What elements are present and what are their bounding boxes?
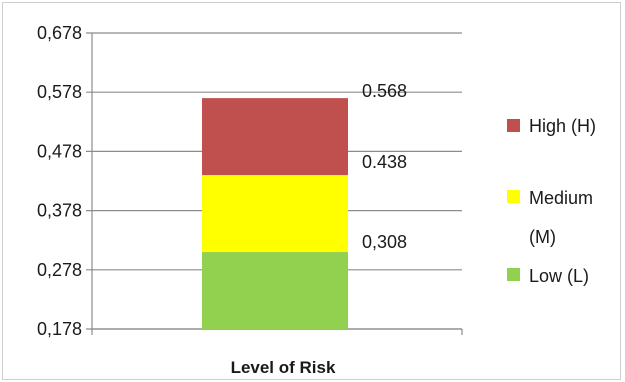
- bar-segment-medium-m: [202, 175, 348, 253]
- y-tick-label: 0,478: [37, 141, 82, 161]
- data-label: 0,308: [362, 232, 407, 252]
- data-label: 0.438: [362, 152, 407, 172]
- bar-segment-low-l: [202, 252, 348, 329]
- legend-label: Low (L): [529, 266, 589, 286]
- bar-segment-high-h: [202, 98, 348, 176]
- legend-label: Medium: [529, 188, 593, 208]
- x-axis-label: Level of Risk: [231, 358, 336, 377]
- legend-label: (M): [529, 227, 556, 247]
- y-tick-label: 0,678: [37, 23, 82, 43]
- legend-swatch: [507, 119, 520, 132]
- y-tick-label: 0,578: [37, 82, 82, 102]
- legend-swatch: [507, 190, 520, 203]
- y-tick-label: 0,378: [37, 201, 82, 221]
- y-tick-label: 0,178: [37, 319, 82, 339]
- legend-label: High (H): [529, 116, 596, 136]
- legend-swatch: [507, 268, 520, 281]
- y-tick-label: 0,278: [37, 260, 82, 280]
- data-label: 0.568: [362, 81, 407, 101]
